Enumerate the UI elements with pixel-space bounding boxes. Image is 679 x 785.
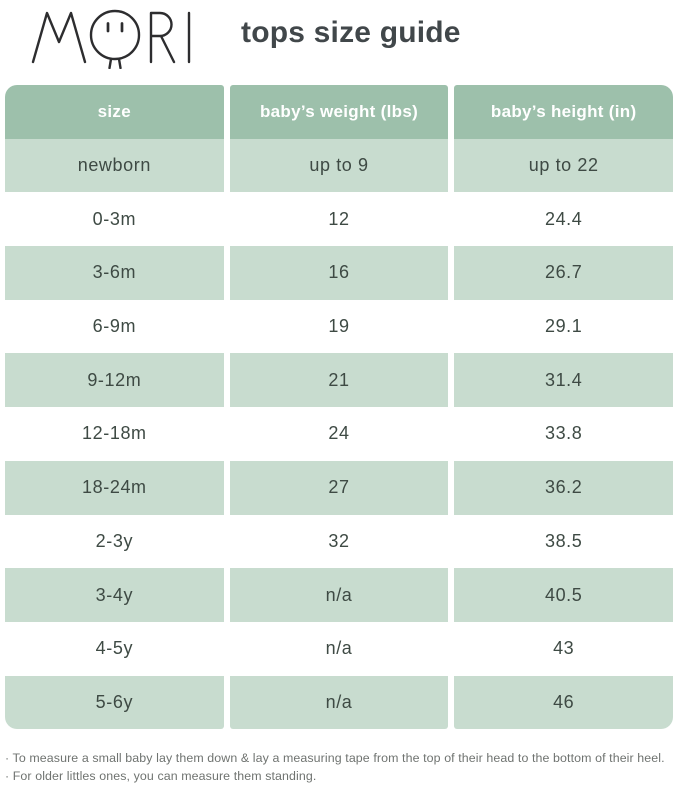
weight-cell: 27	[229, 460, 449, 515]
weight-cell: n/a	[229, 675, 449, 730]
height-cell: 38.5	[454, 514, 674, 569]
logo-face-eyes	[106, 22, 124, 33]
table-row: 0-3m 12 24.4	[5, 192, 674, 247]
weight-cell: n/a	[229, 568, 449, 622]
table-row: 6-9m 19 29.1	[5, 299, 674, 354]
height-cell: 43	[454, 621, 674, 676]
logo-letter-m	[31, 11, 87, 64]
size-cell: 12-18m	[5, 407, 224, 461]
weight-cell: 19	[229, 299, 449, 354]
size-cell: 0-3m	[5, 192, 224, 247]
logo-letter-r	[149, 11, 176, 64]
height-cell: 29.1	[454, 299, 674, 354]
weight-cell: 16	[229, 246, 449, 300]
height-cell: 26.7	[454, 246, 674, 300]
size-cell: 5-6y	[5, 675, 224, 730]
weight-cell: 21	[229, 353, 449, 408]
table-row: 2-3y 32 38.5	[5, 514, 674, 569]
column-header-size: size	[5, 85, 224, 139]
column-header-weight: baby’s weight (lbs)	[229, 85, 449, 139]
header: tops size guide	[0, 0, 679, 85]
note-line-1: · To measure a small baby lay them down …	[5, 751, 665, 766]
height-cell: 36.2	[454, 460, 674, 515]
height-cell: 31.4	[454, 353, 674, 408]
weight-cell: 12	[229, 192, 449, 247]
table-row: 3-6m 16 26.7	[5, 246, 674, 300]
weight-cell: 24	[229, 407, 449, 461]
logo-face-circle	[89, 9, 141, 61]
size-cell: 6-9m	[5, 299, 224, 354]
size-cell: 2-3y	[5, 514, 224, 569]
height-cell: 46	[454, 675, 674, 730]
size-cell: 9-12m	[5, 353, 224, 408]
logo-face-legs	[108, 57, 122, 69]
weight-cell: 32	[229, 514, 449, 569]
table-row: 5-6y n/a 46	[5, 675, 674, 730]
height-cell: up to 22	[454, 138, 674, 193]
size-cell: newborn	[5, 138, 224, 193]
height-cell: 24.4	[454, 192, 674, 247]
size-cell: 4-5y	[5, 621, 224, 676]
weight-cell: n/a	[229, 621, 449, 676]
table-row: 4-5y n/a 43	[5, 621, 674, 676]
table-row: 12-18m 24 33.8	[5, 407, 674, 461]
table-row: 3-4y n/a 40.5	[5, 568, 674, 622]
table-body: newborn up to 9 up to 22 0-3m 12 24.4 3-…	[5, 138, 674, 730]
table-row: 9-12m 21 31.4	[5, 353, 674, 408]
page-title: tops size guide	[241, 16, 461, 49]
size-cell: 3-4y	[5, 568, 224, 622]
height-cell: 33.8	[454, 407, 674, 461]
mori-logo	[31, 9, 191, 69]
size-cell: 3-6m	[5, 246, 224, 300]
table-row: newborn up to 9 up to 22	[5, 138, 674, 193]
note-line-2: · For older littles ones, you can measur…	[5, 768, 317, 783]
size-table: size baby’s weight (lbs) baby’s height (…	[5, 85, 674, 730]
table-row: 18-24m 27 36.2	[5, 460, 674, 515]
column-header-height: baby’s height (in)	[454, 85, 674, 139]
height-cell: 40.5	[454, 568, 674, 622]
footnotes: · To measure a small baby lay them down …	[5, 750, 674, 785]
size-cell: 18-24m	[5, 460, 224, 515]
weight-cell: up to 9	[229, 138, 449, 193]
table-header-row: size baby’s weight (lbs) baby’s height (…	[5, 85, 674, 139]
